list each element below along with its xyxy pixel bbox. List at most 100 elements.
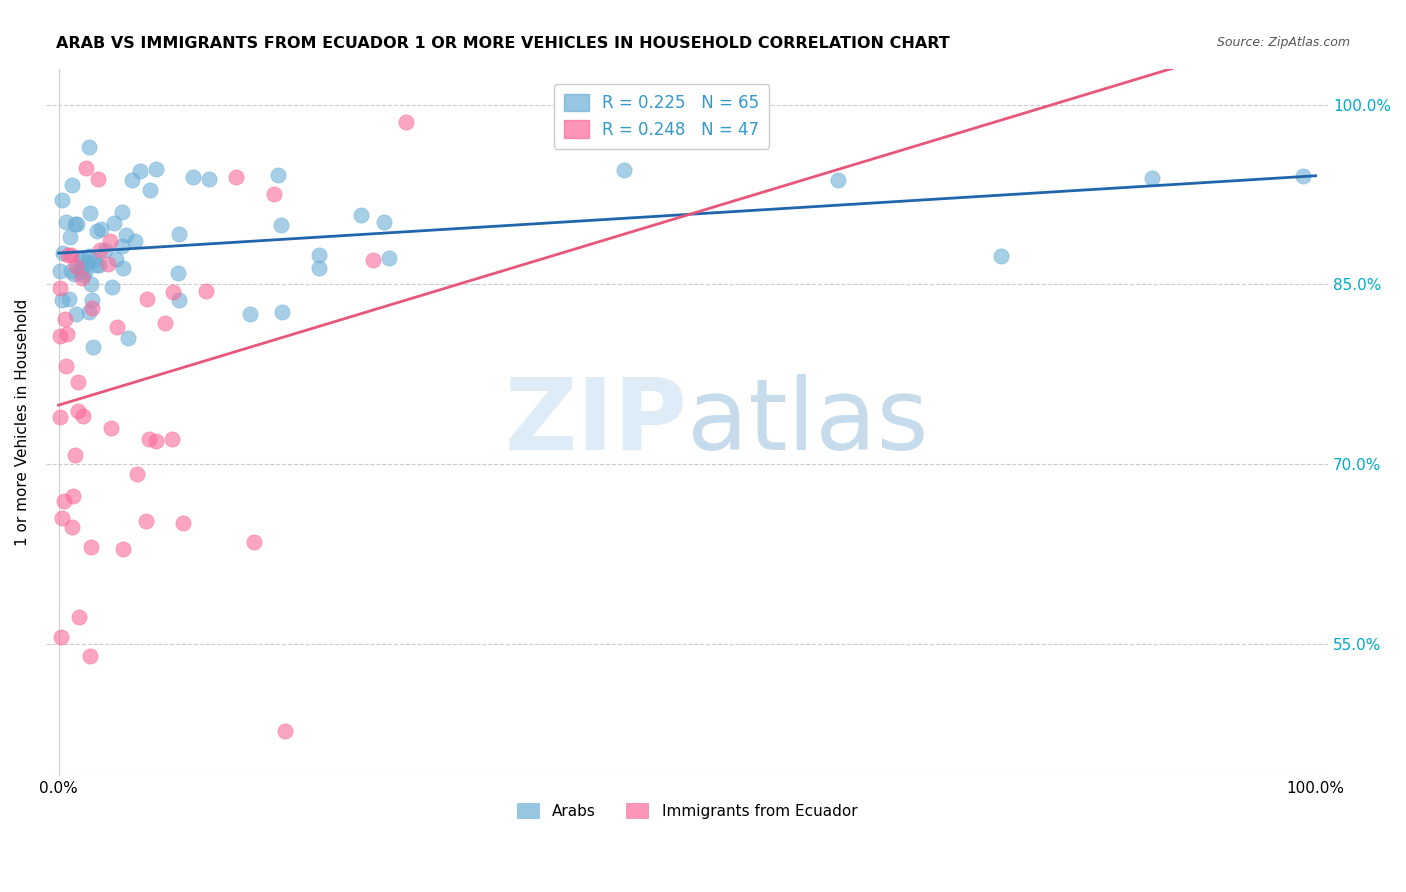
Point — [90, 221, 112, 235]
Point — [75, 265, 97, 279]
Point — [990, 249, 1012, 263]
Point — [112, 261, 135, 276]
Point — [270, 218, 292, 232]
Point — [1292, 169, 1315, 183]
Point — [373, 215, 395, 229]
Point — [115, 228, 138, 243]
Point — [63, 217, 86, 231]
Point — [93, 243, 115, 257]
Point — [349, 208, 371, 222]
Point — [51, 293, 73, 308]
Point — [49, 281, 72, 295]
Point — [98, 234, 121, 248]
Point — [67, 404, 90, 418]
Point — [129, 164, 152, 178]
Point — [69, 610, 91, 624]
Point — [827, 173, 849, 187]
Point — [49, 409, 72, 424]
Point — [77, 249, 100, 263]
Point — [82, 301, 104, 315]
Point — [308, 261, 330, 276]
Point — [72, 268, 94, 282]
Point — [378, 251, 401, 265]
Point — [51, 510, 73, 524]
Point — [55, 359, 77, 374]
Point — [58, 292, 80, 306]
Point — [72, 271, 94, 285]
Point — [65, 307, 87, 321]
Point — [225, 169, 247, 184]
Point — [100, 421, 122, 435]
Point — [135, 514, 157, 528]
Point — [53, 494, 76, 508]
Point — [72, 409, 94, 423]
Point — [169, 293, 191, 308]
Point — [59, 230, 82, 244]
Point — [53, 312, 76, 326]
Point — [136, 293, 159, 307]
Point — [55, 215, 77, 229]
Point — [79, 140, 101, 154]
Point — [65, 448, 87, 462]
Point — [194, 284, 217, 298]
Point — [167, 227, 190, 241]
Point — [1140, 170, 1163, 185]
Point — [153, 317, 176, 331]
Point — [117, 331, 139, 345]
Point — [111, 205, 134, 219]
Point — [60, 178, 83, 192]
Point — [308, 247, 330, 261]
Point — [104, 252, 127, 266]
Point — [243, 535, 266, 549]
Point — [79, 206, 101, 220]
Point — [162, 285, 184, 300]
Point — [66, 375, 89, 389]
Point — [62, 520, 84, 534]
Point — [49, 630, 72, 644]
Point — [125, 467, 148, 481]
Point — [66, 218, 89, 232]
Text: ZIP: ZIP — [505, 374, 688, 471]
Point — [59, 248, 82, 262]
Point — [198, 172, 221, 186]
Point — [97, 257, 120, 271]
Point — [138, 432, 160, 446]
Point — [83, 252, 105, 267]
Point — [86, 224, 108, 238]
Point — [80, 540, 103, 554]
Point — [59, 264, 82, 278]
Point — [145, 434, 167, 449]
Point — [70, 263, 93, 277]
Point — [160, 433, 183, 447]
Text: Source: ZipAtlas.com: Source: ZipAtlas.com — [1216, 36, 1350, 49]
Point — [51, 245, 73, 260]
Point — [267, 168, 290, 182]
Point — [56, 327, 79, 342]
Text: atlas: atlas — [688, 374, 929, 471]
Legend: Arabs, Immigrants from Ecuador: Arabs, Immigrants from Ecuador — [510, 797, 863, 825]
Point — [70, 259, 93, 273]
Point — [79, 649, 101, 664]
Point — [101, 279, 124, 293]
Point — [121, 172, 143, 186]
Point — [89, 243, 111, 257]
Point — [76, 255, 98, 269]
Point — [103, 216, 125, 230]
Point — [395, 115, 418, 129]
Point — [82, 293, 104, 307]
Point — [70, 252, 93, 266]
Point — [49, 264, 72, 278]
Point — [172, 516, 194, 530]
Point — [62, 489, 84, 503]
Point — [239, 307, 262, 321]
Point — [51, 193, 73, 207]
Point — [105, 320, 128, 334]
Point — [56, 248, 79, 262]
Point — [87, 171, 110, 186]
Point — [82, 340, 104, 354]
Point — [84, 258, 107, 272]
Point — [111, 239, 134, 253]
Point — [263, 186, 285, 201]
Point — [124, 234, 146, 248]
Point — [274, 723, 297, 738]
